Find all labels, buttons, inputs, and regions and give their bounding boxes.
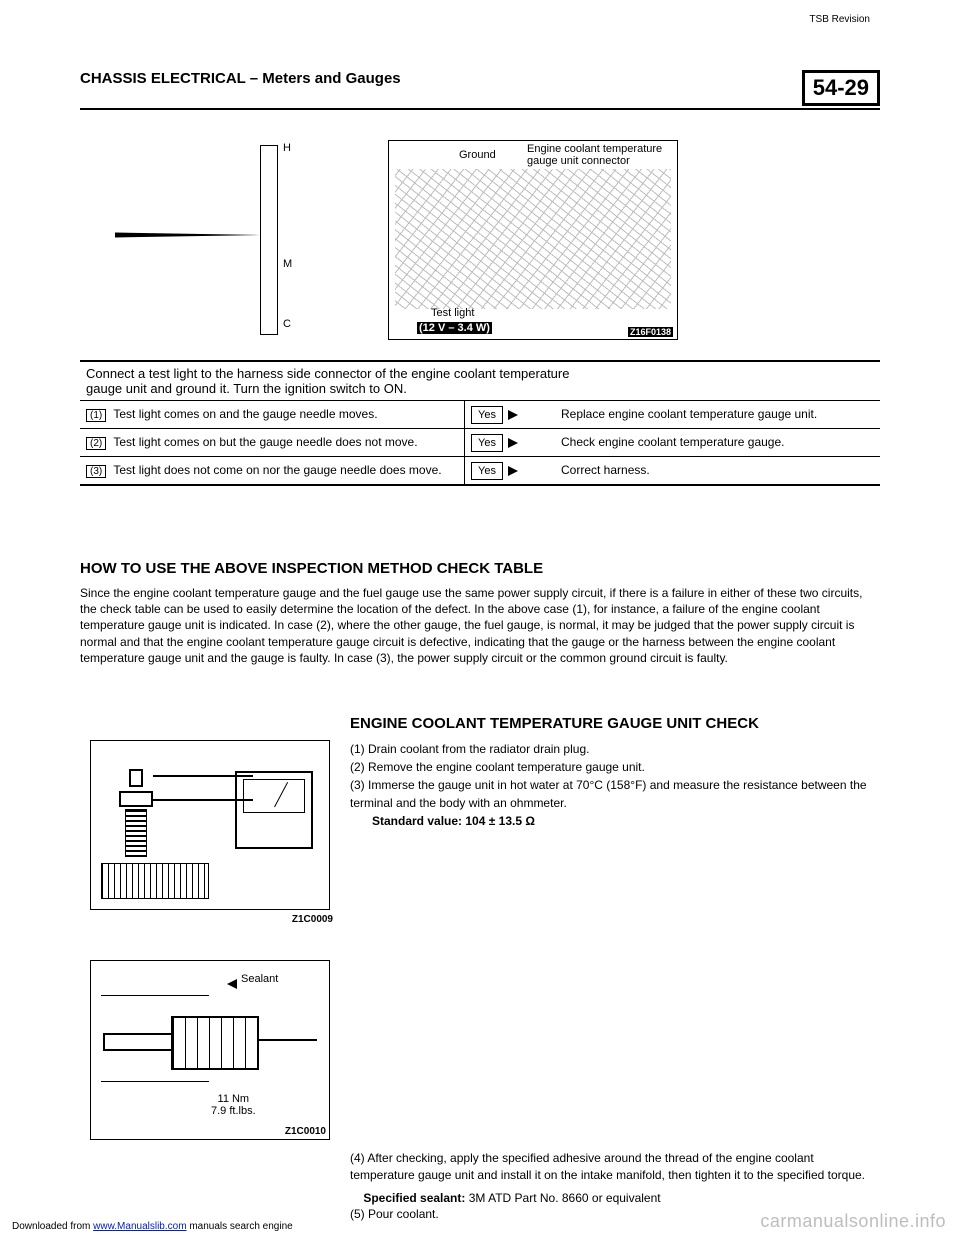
step-text: Pour coolant. — [368, 1207, 439, 1221]
table-instruction: Connect a test light to the harness side… — [80, 362, 880, 400]
sensor-hex — [171, 1016, 259, 1070]
std-value: 104 ± 13.5 Ω — [465, 814, 535, 828]
action-text: Correct harness. — [561, 463, 874, 477]
action-cell: Yes Replace engine coolant temperature g… — [464, 401, 880, 428]
method-heading: HOW TO USE THE ABOVE INSPECTION METHOD C… — [80, 560, 543, 577]
lead-wire — [153, 775, 253, 777]
sealant-label: Sealant — [241, 973, 278, 985]
troubleshooting-table: Connect a test light to the harness side… — [80, 360, 880, 486]
step-text: Immerse the gauge unit in hot water at 7… — [350, 778, 867, 810]
sealant-label: Specified sealant: — [363, 1191, 465, 1205]
gauge-figure: H M C — [115, 140, 375, 340]
table-row: (3) Test light does not come on nor the … — [80, 456, 880, 484]
lead-wire — [153, 799, 253, 801]
engine-illustration — [395, 169, 671, 309]
std-label: Standard value: — [372, 814, 462, 828]
footer-pre: Downloaded from — [12, 1221, 93, 1232]
row-number: (1) — [86, 409, 106, 422]
method-body: Since the engine coolant temperature gau… — [80, 585, 880, 666]
gauge-scale — [260, 145, 278, 335]
torque-nm: 11 Nm — [211, 1093, 256, 1105]
figure-reference: Z1C0010 — [285, 1126, 326, 1137]
ohmmeter-figure: Z1C0009 — [90, 740, 330, 910]
figure-reference: Z16F0138 — [628, 327, 673, 337]
footer-post: manuals search engine — [189, 1221, 292, 1232]
action-cell: Yes Check engine coolant temperature gau… — [464, 429, 880, 456]
step: (3) Immerse the gauge unit in hot water … — [350, 776, 880, 812]
gauge-label-c: C — [283, 318, 291, 330]
gauge-label-m: M — [283, 258, 292, 270]
page-header: CHASSIS ELECTRICAL – Meters and Gauges 5… — [80, 70, 880, 106]
symptom-text: Test light does not come on nor the gaug… — [113, 463, 441, 477]
gauge-label-h: H — [283, 142, 291, 154]
table-row: (1) Test light comes on and the gauge ne… — [80, 400, 880, 428]
symptom-text: Test light comes on and the gauge needle… — [113, 407, 377, 421]
header-title: CHASSIS ELECTRICAL – Meters and Gauges — [80, 70, 401, 87]
sensor-probe — [259, 1039, 317, 1041]
engine-figure: Ground Engine coolant temperature gauge … — [388, 140, 678, 340]
action-text: Replace engine coolant temperature gauge… — [561, 407, 874, 421]
sealant-spec: Specified sealant: 3M ATD Part No. 8660 … — [350, 1190, 880, 1207]
step: (2) Remove the engine coolant temperatur… — [350, 758, 880, 776]
footer-link[interactable]: www.Manualslib.com — [93, 1221, 186, 1232]
label-bulb-spec: (12 V – 3.4 W) — [417, 322, 492, 334]
ohmmeter-drawing — [235, 771, 313, 849]
unit-check-heading: ENGINE COOLANT TEMPERATURE GAUGE UNIT CH… — [350, 715, 759, 732]
label-ground: Ground — [459, 149, 496, 161]
sensor-drawing — [119, 769, 153, 859]
manifold-line — [101, 1081, 209, 1082]
symptom-cell: (2) Test light comes on but the gauge ne… — [80, 429, 464, 456]
label-unit-connector: Engine coolant temperature gauge unit co… — [527, 143, 667, 167]
header-rule — [80, 108, 880, 110]
sealant-figure: Sealant 11 Nm 7.9 ft.lbs. Z1C0010 — [90, 960, 330, 1140]
symptom-cell: (3) Test light does not come on nor the … — [80, 457, 464, 484]
pipe — [103, 1033, 171, 1051]
row-number: (3) — [86, 465, 106, 478]
step-text: Drain coolant from the radiator drain pl… — [368, 742, 589, 756]
tsb-revision: TSB Revision — [809, 14, 870, 25]
yes-box: Yes — [471, 434, 503, 452]
sealant-value: 3M ATD Part No. 8660 or equivalent — [469, 1191, 661, 1205]
unit-check-steps: (1) Drain coolant from the radiator drai… — [350, 740, 880, 830]
symptom-text: Test light comes on but the gauge needle… — [113, 435, 417, 449]
action-cell: Yes Correct harness. — [464, 457, 880, 484]
page-number: 54-29 — [802, 70, 880, 106]
step-text: Remove the engine coolant temperature ga… — [368, 760, 645, 774]
figure-reference: Z1C0009 — [292, 914, 333, 925]
table-row: (2) Test light comes on but the gauge ne… — [80, 428, 880, 456]
water-container — [101, 863, 209, 899]
torque-spec: 11 Nm 7.9 ft.lbs. — [211, 1093, 256, 1117]
step: (1) Drain coolant from the radiator drai… — [350, 740, 880, 758]
yes-box: Yes — [471, 406, 503, 424]
watermark: carmanualsonline.info — [760, 1211, 946, 1232]
yes-box: Yes — [471, 462, 503, 480]
action-text: Check engine coolant temperature gauge. — [561, 435, 874, 449]
step-text: After checking, apply the specified adhe… — [350, 1151, 865, 1182]
label-test-light: Test light — [431, 307, 474, 319]
torque-ftlb: 7.9 ft.lbs. — [211, 1105, 256, 1117]
gauge-needle — [115, 233, 260, 238]
standard-value: Standard value: 104 ± 13.5 Ω — [372, 812, 880, 830]
row-number: (2) — [86, 437, 106, 450]
footer: Downloaded from www.Manualslib.com manua… — [12, 1221, 293, 1232]
manifold-line — [101, 995, 209, 996]
step: (4) After checking, apply the specified … — [350, 1150, 880, 1184]
symptom-cell: (1) Test light comes on and the gauge ne… — [80, 401, 464, 428]
